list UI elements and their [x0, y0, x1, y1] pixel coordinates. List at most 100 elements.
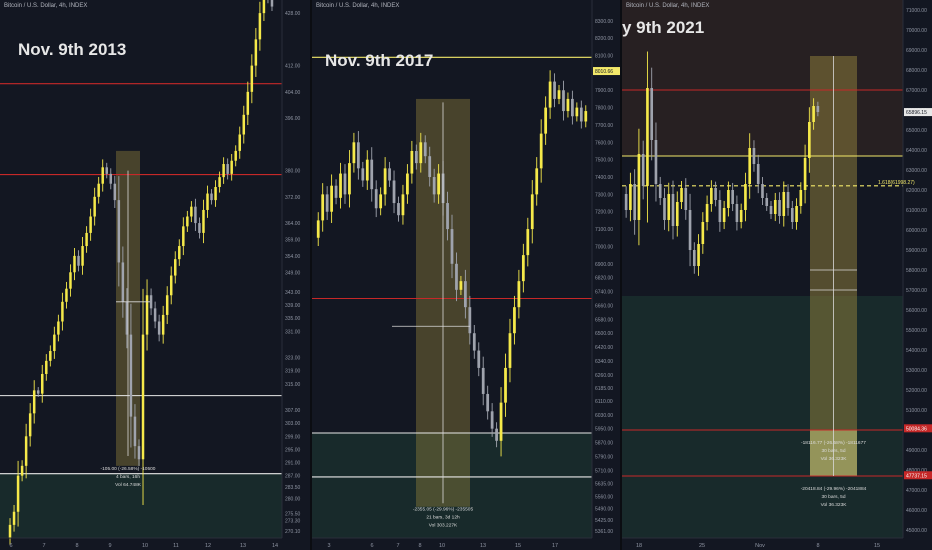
- price-tick-label: 7800.00: [595, 106, 613, 112]
- candle-body: [752, 148, 756, 164]
- time-tick-label: 7: [42, 543, 45, 549]
- candle-body: [521, 255, 525, 282]
- price-tick-label: 59000.00: [906, 248, 927, 254]
- candle-body: [321, 194, 325, 221]
- chart-2017-canvas: -2355.05 (-29.96%) -235505 21 bars, 3d 12…: [312, 0, 620, 549]
- price-tick-label: 303.00: [285, 421, 301, 427]
- price-tick-label: 315.00: [285, 382, 301, 388]
- candle-body: [153, 308, 157, 322]
- candle-body: [517, 281, 521, 308]
- candle-body: [790, 208, 794, 222]
- candle-body: [226, 164, 229, 174]
- candle-body: [513, 307, 516, 334]
- time-tick-label: 18: [636, 543, 642, 549]
- candle-body: [633, 184, 636, 220]
- time-tick-label: 9: [108, 543, 111, 549]
- candle-body: [786, 192, 790, 208]
- candle-body: [169, 275, 173, 296]
- candle-body: [697, 244, 700, 266]
- candle-body: [165, 295, 169, 315]
- candle-body: [744, 184, 747, 210]
- time-tick-label: 10: [439, 543, 445, 549]
- price-tick-label: 359.00: [285, 237, 301, 243]
- candle-body: [808, 122, 811, 158]
- time-tick-label: 3: [327, 543, 330, 549]
- candle-body: [663, 198, 666, 220]
- candle-body: [379, 194, 383, 209]
- price-label-box: [593, 67, 620, 76]
- candle-body: [242, 114, 246, 135]
- price-tick-label: 396.00: [285, 116, 301, 122]
- price-tick-label: 8200.00: [595, 36, 613, 42]
- candle-body: [89, 216, 92, 233]
- price-tick-label: 64000.00: [906, 148, 927, 154]
- price-tick-label: 61000.00: [906, 208, 927, 214]
- candle-body: [718, 200, 722, 222]
- candle-body: [194, 206, 197, 224]
- candle-body: [406, 173, 409, 195]
- candle-body: [222, 164, 225, 178]
- candle-body: [121, 262, 125, 302]
- time-tick-label: 6: [9, 543, 12, 549]
- price-tick-label: 364.00: [285, 221, 301, 227]
- candle-body: [190, 206, 193, 217]
- candle-body: [254, 39, 258, 66]
- price-tick-label: 5361.00: [595, 529, 613, 535]
- chart-panel-2021[interactable]: -18116.77 (-26.58%) -1811677 30 bars, 5d V…: [622, 0, 932, 550]
- candle-body: [20, 465, 24, 476]
- candle-body: [727, 190, 730, 208]
- price-tick-label: 7100.00: [595, 227, 613, 233]
- panel-divider[interactable]: [310, 0, 312, 550]
- candle-body: [388, 168, 391, 181]
- price-tick-label: 273.30: [285, 519, 301, 525]
- candle-body: [370, 159, 374, 190]
- candle-body: [352, 142, 356, 164]
- candle-body: [671, 194, 675, 226]
- candle-body: [446, 203, 449, 230]
- candle-body: [684, 188, 688, 210]
- candle-body: [258, 13, 262, 40]
- candle-body: [339, 173, 342, 198]
- price-tick-label: 6900.00: [595, 262, 613, 268]
- candle-body: [149, 295, 153, 309]
- price-tick-label: 307.00: [285, 408, 301, 414]
- candle-body: [688, 210, 692, 250]
- candle-body: [234, 150, 237, 161]
- price-tick-label: 7300.00: [595, 192, 613, 198]
- candle-body: [316, 220, 320, 238]
- candle-body: [93, 196, 96, 217]
- price-tick-label: 323.00: [285, 356, 301, 362]
- measure-label: 30 bars, 5d: [821, 494, 845, 500]
- price-tick-label: 51000.00: [906, 408, 927, 414]
- candle-body: [182, 226, 185, 247]
- measure-label: 30 bars, 5d: [821, 448, 845, 454]
- red-price-label-text: 50084.36: [906, 426, 927, 432]
- candle-body: [450, 229, 454, 264]
- candle-body: [658, 184, 662, 198]
- candle-body: [348, 163, 351, 195]
- candle-body: [397, 203, 400, 216]
- panel-divider[interactable]: [620, 0, 622, 550]
- candle-body: [584, 111, 588, 122]
- price-tick-label: 6580.00: [595, 317, 613, 323]
- price-tick-label: 54000.00: [906, 348, 927, 354]
- candle-body: [186, 216, 189, 227]
- price-tick-label: 71000.00: [906, 8, 927, 14]
- candle-body: [803, 158, 807, 190]
- candle-body: [101, 167, 104, 184]
- time-tick-label: 7: [396, 543, 399, 549]
- chart-panel-2017[interactable]: -2355.05 (-29.96%) -235505 21 bars, 3d 12…: [312, 0, 620, 550]
- candle-body: [508, 333, 512, 368]
- candle-body: [765, 198, 769, 206]
- candle-body: [41, 373, 44, 394]
- price-tick-label: 8300.00: [595, 19, 613, 25]
- candle-body: [641, 154, 645, 186]
- price-tick-label: 70000.00: [906, 28, 927, 34]
- price-tick-label: 331.00: [285, 329, 301, 335]
- candle-body: [486, 393, 490, 412]
- chart-panel-2013[interactable]: -105.00 (-26.58%) -10500 4 bars, 16h Vol 6…: [0, 0, 310, 550]
- candle-body: [85, 232, 88, 247]
- candle-body: [575, 107, 579, 117]
- price-tick-label: 56000.00: [906, 308, 927, 314]
- candle-body: [714, 188, 717, 200]
